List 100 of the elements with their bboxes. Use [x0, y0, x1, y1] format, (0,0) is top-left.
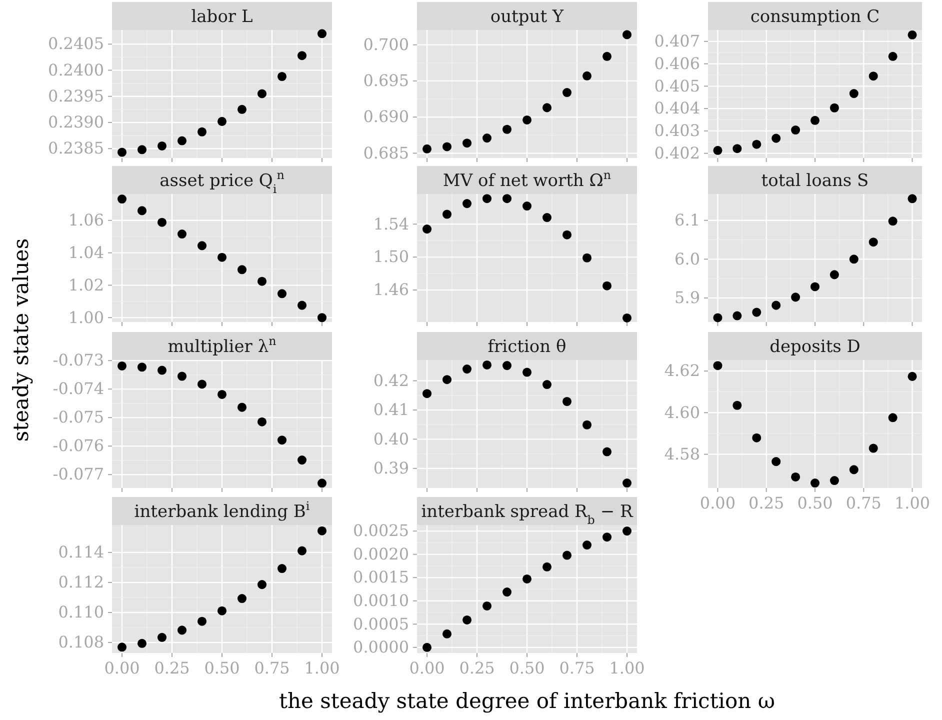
point [177, 626, 187, 635]
point [791, 292, 800, 302]
x-axis-title: the steady state degree of interbank friction ω [279, 689, 775, 713]
chart-title: deposits D [770, 337, 860, 357]
point [117, 361, 127, 370]
point [137, 206, 147, 216]
chart-title: interbank lending B$^{i}$ [134, 499, 310, 522]
x-tick-label: 1.00 [609, 658, 645, 678]
point [482, 360, 492, 370]
point [752, 433, 762, 442]
point [157, 218, 167, 227]
point [752, 308, 762, 317]
point [732, 144, 742, 154]
x-tick-label: 0.75 [559, 658, 595, 678]
x-tick-label: 0.75 [846, 493, 882, 512]
point [297, 300, 307, 310]
point [791, 126, 800, 135]
y-tick-label: 4.62 [664, 361, 700, 380]
point [602, 447, 612, 456]
y-tick-label: 0.2400 [48, 60, 104, 80]
point [137, 638, 147, 648]
point [830, 476, 839, 486]
point [849, 89, 858, 98]
point [117, 148, 127, 157]
point [602, 532, 612, 542]
point [810, 282, 820, 292]
point [849, 465, 858, 474]
point [462, 138, 472, 148]
y-tick-label: 0.0020 [353, 544, 409, 564]
point [562, 88, 572, 98]
y-tick-label: 0.2390 [48, 112, 104, 132]
x-tick-label: 1.00 [304, 658, 340, 678]
y-tick-label: 4.58 [664, 444, 700, 464]
point [830, 103, 839, 112]
point [257, 580, 267, 590]
y-tick-label: 0.108 [58, 632, 104, 652]
y-tick-label: 0.407 [654, 32, 700, 51]
y-tick-label: 0.42 [373, 370, 409, 390]
chart-title: multiplier λ$^{n}$ [168, 334, 277, 357]
y-tick-label: -0.074 [52, 379, 104, 398]
point [849, 254, 858, 264]
point [257, 417, 267, 426]
point [522, 115, 532, 124]
point [732, 400, 742, 410]
point [868, 444, 878, 453]
point [542, 562, 552, 572]
point [197, 241, 207, 250]
point [562, 550, 572, 560]
y-tick-label: 0.0010 [353, 590, 409, 610]
y-tick-label: 0.2405 [48, 34, 104, 54]
point [237, 265, 247, 274]
point [542, 380, 552, 390]
point [297, 51, 307, 60]
chart-title: labor L [191, 7, 253, 27]
y-tick-label: 0.0000 [353, 638, 409, 657]
x-tick-label: 0.75 [254, 658, 290, 678]
point [462, 364, 472, 374]
y-tick-label: 6.1 [674, 210, 700, 230]
x-tick-label: 1.00 [894, 493, 930, 512]
y-tick-label: 0.690 [363, 107, 409, 126]
point [582, 71, 592, 80]
y-tick-label: 0.2385 [48, 138, 104, 158]
x-tick-label: 0.50 [509, 658, 545, 678]
point [908, 30, 917, 40]
point [908, 372, 917, 381]
point [442, 210, 452, 219]
point [830, 270, 839, 280]
point [908, 194, 917, 204]
point [137, 145, 147, 154]
x-tick-label: 0.00 [700, 493, 736, 512]
point [257, 89, 267, 98]
y-tick-label: 1.46 [373, 280, 409, 300]
y-tick-label: 4.60 [664, 402, 700, 422]
y-tick-label: 6.0 [674, 249, 700, 268]
x-tick-label: 0.50 [204, 658, 240, 678]
point [422, 389, 432, 398]
point [197, 616, 207, 626]
point [772, 300, 781, 310]
chart-title: friction θ [488, 337, 566, 357]
y-tick-label: 0.405 [654, 76, 700, 96]
x-tick-label: 0.50 [797, 493, 833, 512]
point [888, 216, 898, 226]
point [582, 253, 592, 262]
point [237, 402, 247, 412]
point [772, 457, 781, 466]
point [117, 642, 127, 652]
point [622, 526, 632, 536]
point [713, 361, 722, 370]
point [482, 194, 492, 204]
point [482, 134, 492, 143]
point [732, 311, 742, 320]
point [791, 472, 800, 482]
y-tick-label: 0.695 [363, 71, 409, 90]
point [622, 30, 632, 40]
point [810, 116, 820, 125]
y-tick-label: 1.06 [68, 210, 104, 230]
x-tick-label: 0.00 [409, 658, 445, 678]
y-tick-label: 0.402 [654, 143, 700, 162]
point [297, 456, 307, 465]
point [237, 594, 247, 604]
